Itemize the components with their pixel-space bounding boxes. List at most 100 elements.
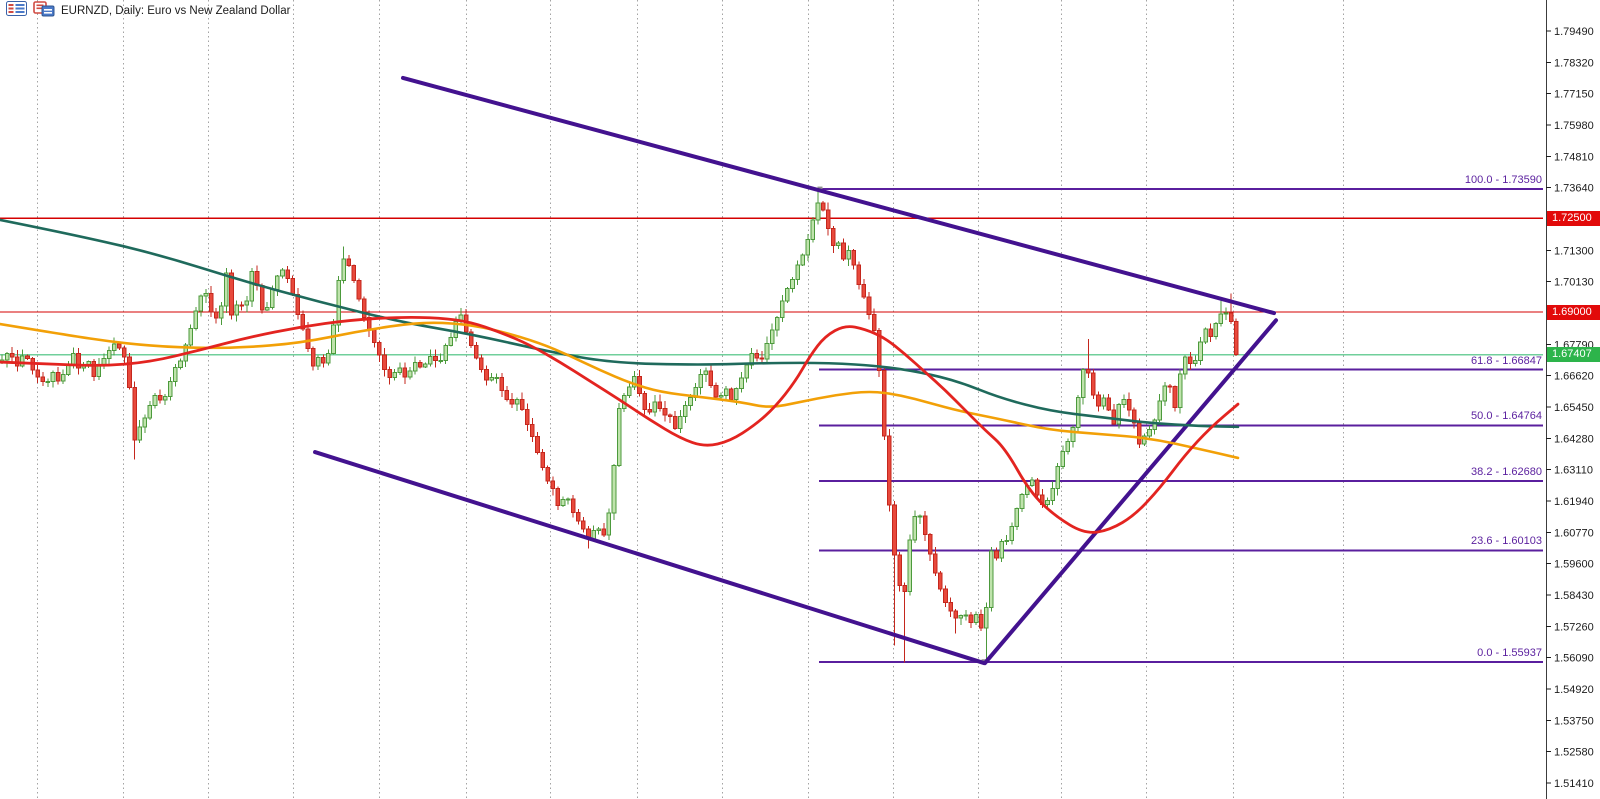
candle-body: [66, 364, 71, 375]
candle-body: [882, 369, 887, 437]
candle-body: [764, 343, 770, 360]
fib-level-label-50.0: 50.0 - 1.64764: [1471, 410, 1542, 423]
axis-tick-label: 1.75980: [1554, 120, 1594, 132]
candle-body: [178, 360, 183, 369]
candle-body: [25, 355, 30, 359]
candle-body: [723, 388, 729, 397]
axis-tick-label: 1.51410: [1554, 778, 1594, 790]
candle-body: [152, 394, 158, 406]
axis-tick-label: 1.79490: [1554, 26, 1594, 38]
candle-body: [219, 305, 224, 319]
candle-body: [1029, 479, 1035, 486]
rising-support-trendline[interactable]: [983, 318, 1278, 666]
candle-body: [264, 306, 270, 311]
candle-body: [718, 395, 724, 398]
candle-body: [841, 242, 846, 260]
candle-body: [1111, 409, 1117, 425]
ma-slow-teal: [0, 218, 1240, 429]
candle-body: [1198, 341, 1203, 361]
candle-body: [438, 360, 443, 363]
candle-body: [412, 362, 418, 372]
candle-body: [907, 539, 913, 593]
candle-body: [871, 313, 877, 332]
lower-channel-trendline[interactable]: [313, 450, 986, 666]
candle-body: [341, 258, 346, 281]
candle-body: [948, 602, 953, 612]
candle-body: [917, 515, 923, 518]
candle-body: [652, 401, 658, 413]
candle-body: [657, 401, 663, 409]
candle-body: [423, 363, 428, 368]
candle-body: [678, 416, 683, 430]
candle-body: [744, 364, 749, 379]
axis-tick-label: 1.74810: [1554, 151, 1594, 163]
candle-body: [479, 357, 484, 371]
candle-body: [611, 464, 617, 514]
candle-body: [193, 310, 199, 330]
candle-body: [790, 278, 795, 289]
candle-body: [754, 353, 760, 359]
candle-body: [994, 550, 999, 559]
current-price-tag: 1.67407: [1547, 347, 1600, 362]
candle-body: [570, 498, 576, 514]
candle-body: [137, 426, 142, 441]
candle-body: [535, 435, 540, 453]
candle-body: [504, 389, 510, 400]
candle-body: [519, 398, 525, 410]
candle-body: [91, 361, 97, 378]
candle-body: [984, 607, 989, 629]
candle-body: [417, 362, 423, 368]
candle-body: [285, 269, 290, 279]
candle-body: [672, 416, 678, 430]
candle-body: [1121, 398, 1127, 406]
candle-body: [805, 239, 811, 256]
chart-windows-icon[interactable]: [33, 0, 55, 22]
candle-body: [933, 553, 938, 574]
candle-body: [769, 329, 775, 345]
chart-title: EURNZD, Daily: Euro vs New Zealand Dolla…: [61, 5, 291, 17]
candle-body: [688, 397, 693, 406]
candle-body: [9, 353, 15, 358]
candle-body: [866, 296, 872, 315]
axis-tick-label: 1.65450: [1554, 402, 1594, 414]
candle-body: [377, 342, 382, 356]
candle-body: [698, 374, 704, 389]
candle-body: [1126, 398, 1132, 411]
candle-body: [198, 295, 204, 312]
candle-body: [280, 269, 285, 277]
candle-body: [667, 414, 673, 418]
candle-body: [795, 264, 800, 280]
resistance-upper-price-tag: 1.72500: [1547, 211, 1600, 226]
candle-body: [270, 289, 275, 308]
candle-body: [734, 388, 739, 400]
market-watch-icon[interactable]: [6, 1, 27, 21]
candle-body: [550, 480, 556, 490]
candle-body: [1096, 394, 1101, 407]
candle-body: [606, 512, 612, 536]
candle-body: [729, 388, 734, 400]
candle-body: [142, 417, 148, 428]
candle-body: [693, 387, 698, 399]
candle-body: [1208, 328, 1214, 338]
axis-tick-label: 1.54920: [1554, 684, 1594, 696]
candle-body: [825, 209, 831, 229]
candle-body: [525, 408, 530, 426]
candle-body: [234, 304, 239, 316]
candle-body: [208, 293, 214, 313]
candle-body: [499, 376, 505, 391]
candle-body: [127, 356, 132, 389]
upper-channel-trendline[interactable]: [401, 75, 1276, 316]
fib-level-label-61.8: 61.8 - 1.66847: [1471, 354, 1542, 367]
candle-body: [1106, 397, 1112, 411]
candle-body: [530, 424, 535, 437]
candle-body: [76, 353, 81, 369]
candle-body: [780, 300, 785, 319]
candle-body: [1193, 359, 1198, 364]
ma-medium-orange: [0, 321, 1240, 460]
candle-body: [545, 467, 551, 482]
ma-fast-red: [0, 316, 1240, 534]
candle-body: [397, 367, 403, 374]
candle-body: [310, 348, 316, 367]
